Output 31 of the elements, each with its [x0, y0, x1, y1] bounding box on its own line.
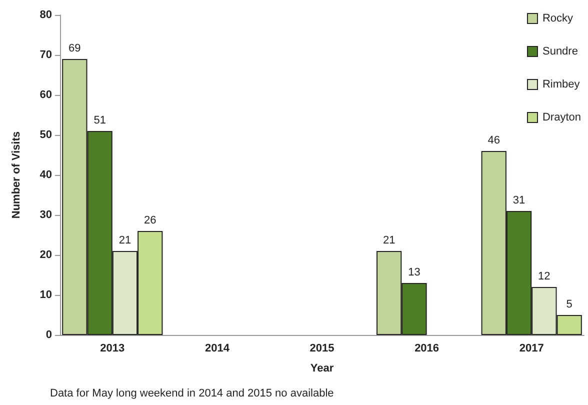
- data-label: 12: [538, 270, 550, 282]
- data-label: 31: [512, 194, 526, 206]
- legend-label: Drayton: [542, 112, 582, 124]
- x-tick-label: 2013: [100, 342, 125, 354]
- data-label: 21: [382, 234, 396, 246]
- y-tick-label: 10: [40, 289, 52, 301]
- y-tick-label: 30: [40, 209, 52, 221]
- y-tick-label: 60: [40, 89, 52, 101]
- x-tick-label: 2016: [414, 342, 440, 354]
- x-axis-title: Year: [310, 362, 334, 374]
- y-axis-title: Number of Visits: [10, 131, 22, 219]
- data-label: 5: [566, 298, 572, 310]
- y-tick-label: 70: [40, 49, 52, 61]
- y-tick-label: 0: [46, 329, 52, 341]
- data-label: 69: [68, 42, 81, 54]
- y-tick-label: 80: [40, 9, 52, 21]
- data-label: 46: [488, 134, 500, 146]
- legend-label: Rimbey: [542, 78, 580, 90]
- data-label: 21: [118, 234, 132, 246]
- x-tick-label: 2014: [204, 342, 230, 354]
- y-tick-label: 40: [40, 169, 52, 181]
- data-label: 13: [408, 266, 420, 278]
- text: Data for May long weekend in 2014 and 2015 no available: [50, 388, 334, 400]
- data-label: 51: [94, 114, 106, 126]
- x-tick-label: 2015: [310, 342, 334, 354]
- y-tick-label: 20: [40, 249, 52, 261]
- x-tick-label: 2017: [519, 342, 544, 354]
- y-tick-label: 50: [40, 129, 52, 141]
- legend-label: Rocky: [542, 12, 574, 24]
- data-label: 26: [144, 214, 156, 226]
- legend-label: Sundre: [542, 46, 578, 58]
